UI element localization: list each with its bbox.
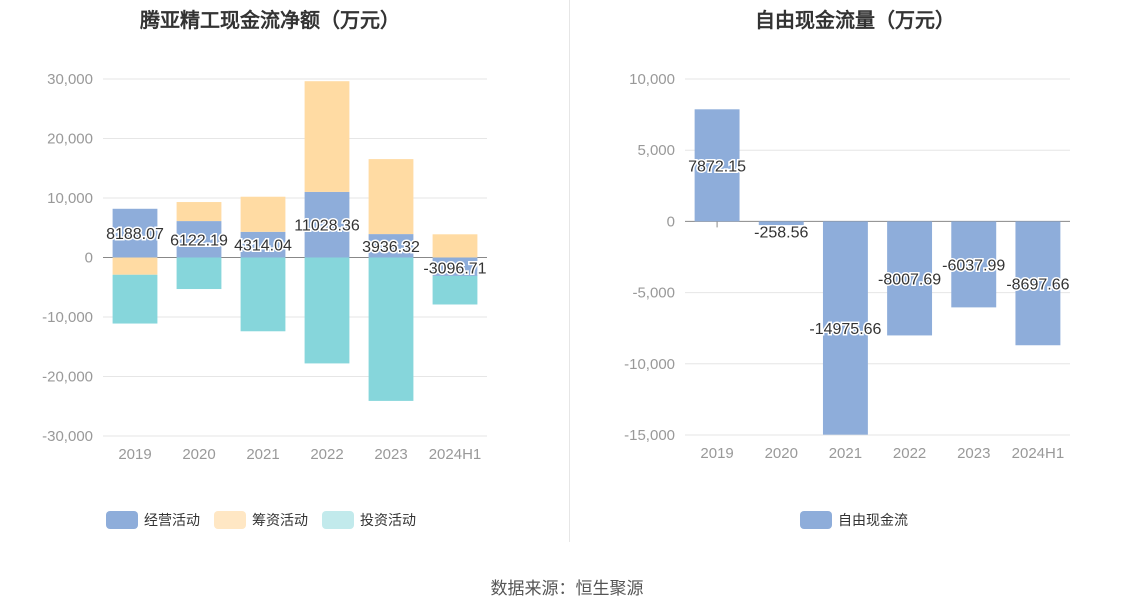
- data-label: -14975.66: [809, 321, 881, 338]
- bar-series-1: [112, 257, 158, 275]
- x-tick-label: 2023: [374, 446, 407, 463]
- bar-primary: [951, 221, 997, 308]
- bar-primary: [304, 191, 350, 258]
- data-label: -6037.99: [942, 257, 1005, 274]
- bar-primary: [240, 231, 286, 258]
- bar-series-1: [176, 202, 222, 222]
- bar-series-2: [240, 257, 286, 332]
- x-tick-label: 2023: [957, 445, 990, 462]
- data-label: -258.56: [754, 224, 808, 241]
- legend-item-fcf[interactable]: 自由现金流: [800, 510, 908, 530]
- x-tick-label: 2019: [700, 445, 733, 462]
- legend-label-operating: 经营活动: [144, 513, 200, 529]
- legend-swatch-fcf: [800, 511, 832, 529]
- bar-series-2: [176, 257, 222, 290]
- y-tick-label: 5,000: [637, 142, 675, 159]
- x-tick-label: 2022: [893, 445, 926, 462]
- y-tick-label: -10,000: [624, 356, 675, 373]
- panel-divider: [569, 0, 570, 542]
- bar-series-2: [304, 257, 350, 364]
- bar-primary: [694, 109, 740, 222]
- bar-series-2: [368, 257, 414, 401]
- bar-primary: [112, 208, 158, 258]
- data-source: 数据来源：恒生聚源: [490, 579, 644, 599]
- legend-swatch-operating: [106, 511, 138, 529]
- legend-item-financing[interactable]: 筹资活动: [214, 510, 308, 530]
- data-label: -8007.69: [878, 271, 941, 288]
- y-tick-label: 20,000: [47, 131, 93, 148]
- x-tick-label: 2024H1: [429, 446, 482, 463]
- bar-series-2: [112, 274, 158, 324]
- data-label: 4314.04: [234, 238, 292, 255]
- cashflow-legend: 经营活动 筹资活动 投资活动: [106, 510, 430, 530]
- bar-primary: [887, 221, 933, 336]
- y-tick-label: -15,000: [624, 427, 675, 444]
- data-label: 8188.07: [106, 226, 164, 243]
- y-tick-label: -20,000: [42, 369, 93, 386]
- bar-series-1: [304, 81, 350, 192]
- bar-series-1: [432, 234, 478, 258]
- bar-primary: [758, 221, 804, 226]
- data-label: 3936.32: [362, 239, 420, 256]
- bar-series-1: [368, 159, 414, 235]
- y-tick-label: 0: [85, 250, 93, 267]
- data-label: -3096.71: [423, 261, 486, 278]
- bar-primary: [432, 257, 478, 276]
- data-label: -8697.66: [1006, 276, 1069, 293]
- x-tick-label: 2021: [246, 446, 279, 463]
- legend-swatch-investing: [322, 511, 354, 529]
- bar-primary: [1015, 221, 1061, 346]
- data-label: 11028.36: [294, 218, 360, 235]
- x-tick-label: 2020: [182, 446, 215, 463]
- cashflow-chart: 30,000 20,000 10,000 0 -10,000 -20,000 -30,000…: [42, 71, 488, 463]
- legend-label-fcf: 自由现金流: [838, 513, 908, 529]
- y-tick-label: 10,000: [629, 71, 675, 88]
- data-label: 7872.15: [688, 158, 746, 175]
- fcf-legend: 自由现金流: [800, 510, 922, 530]
- bar-primary: [368, 234, 414, 258]
- y-tick-label: -5,000: [632, 285, 675, 302]
- bar-primary: [176, 221, 222, 258]
- legend-swatch-financing: [214, 511, 246, 529]
- bar-series-2: [432, 275, 478, 305]
- data-label: 6122.19: [170, 232, 228, 249]
- y-tick-label: -30,000: [42, 428, 93, 445]
- chart-title-fcf: 自由现金流量（万元）: [755, 8, 955, 32]
- x-tick-label: 2019: [118, 446, 151, 463]
- x-tick-label: 2021: [829, 445, 862, 462]
- legend-item-operating[interactable]: 经营活动: [106, 510, 200, 530]
- chart-title-cashflow: 腾亚精工现金流净额（万元）: [140, 8, 400, 32]
- legend-label-financing: 筹资活动: [252, 513, 308, 529]
- y-tick-label: 30,000: [47, 71, 93, 88]
- bar-primary: [822, 221, 868, 435]
- legend-label-investing: 投资活动: [360, 513, 416, 529]
- y-tick-label: 10,000: [47, 190, 93, 207]
- x-tick-label: 2022: [310, 446, 343, 463]
- bar-series-1: [240, 196, 286, 232]
- y-tick-label: -10,000: [42, 309, 93, 326]
- fcf-chart: 10,000 5,000 0 -5,000 -10,000 -15,000 2019 2020…: [624, 71, 1071, 462]
- legend-item-investing[interactable]: 投资活动: [322, 510, 416, 530]
- x-tick-label: 2024H1: [1012, 445, 1065, 462]
- y-tick-label: 0: [667, 213, 675, 230]
- x-tick-label: 2020: [765, 445, 798, 462]
